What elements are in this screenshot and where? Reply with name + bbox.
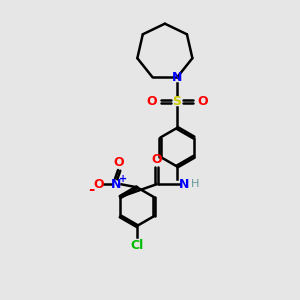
Text: +: + [119,174,127,184]
Text: N: N [178,178,189,191]
Text: O: O [198,94,208,108]
Text: H: H [191,179,200,189]
Text: O: O [146,94,157,108]
Text: -: - [88,182,95,197]
Text: Cl: Cl [130,239,144,252]
Text: O: O [151,154,162,166]
Text: O: O [93,178,104,191]
Text: S: S [172,94,182,108]
Text: N: N [172,71,182,84]
Text: O: O [114,156,124,169]
Text: N: N [111,178,122,191]
